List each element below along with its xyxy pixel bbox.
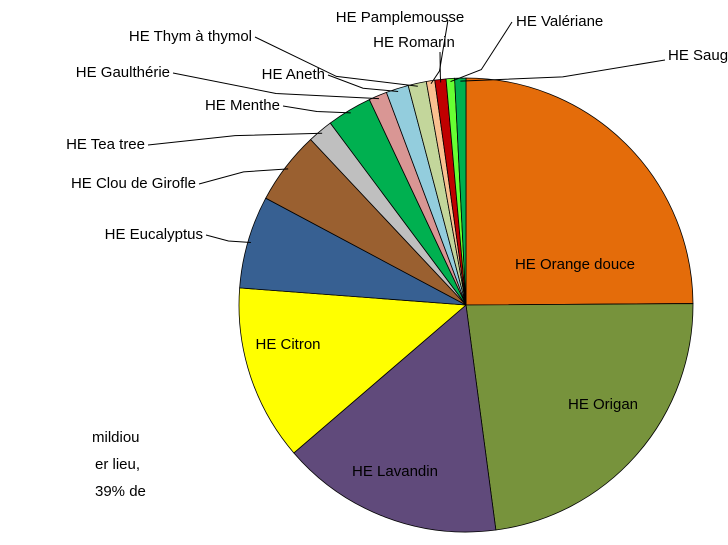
slice-label: HE Thym à thymol (129, 28, 252, 45)
annotation: er lieu, (95, 456, 140, 473)
leader-line (172, 72, 380, 100)
leader-line (327, 74, 399, 93)
pie-slice (293, 304, 497, 533)
slice-label: HE Clou de Girofle (71, 175, 196, 192)
leader-line (254, 36, 418, 87)
leader-line (147, 132, 323, 146)
leader-line (450, 21, 513, 83)
pie-slice (465, 303, 694, 531)
leader-line (282, 105, 351, 114)
slice-label: HE Origan (568, 396, 638, 413)
leader-line (460, 59, 666, 82)
annotation: 39% de (95, 483, 146, 500)
slice-label: HE Eucalyptus (105, 226, 203, 243)
slice-label: HE Lavandin (352, 463, 438, 480)
slice-label: HE Pamplemousse (336, 9, 464, 26)
slice-label: HE Citron (255, 336, 320, 353)
slice-label: HE Menthe (205, 97, 280, 114)
pie-slice (238, 287, 467, 454)
slice-label: HE Gaulthérie (76, 64, 170, 81)
slice-label: HE Valériane (516, 13, 603, 30)
leader-line (430, 19, 449, 85)
slice-label: HE Tea tree (66, 136, 145, 153)
leader-line (205, 234, 251, 244)
slice-label: HE Sauge (668, 47, 728, 64)
leader-line (439, 51, 442, 83)
leader-line (198, 168, 289, 185)
slice-label: HE Romarin (373, 34, 455, 51)
annotation: mildiou (92, 429, 140, 446)
pie-slice (465, 77, 694, 306)
slice-label: HE Orange douce (515, 256, 635, 273)
slice-label: HE Aneth (262, 66, 325, 83)
